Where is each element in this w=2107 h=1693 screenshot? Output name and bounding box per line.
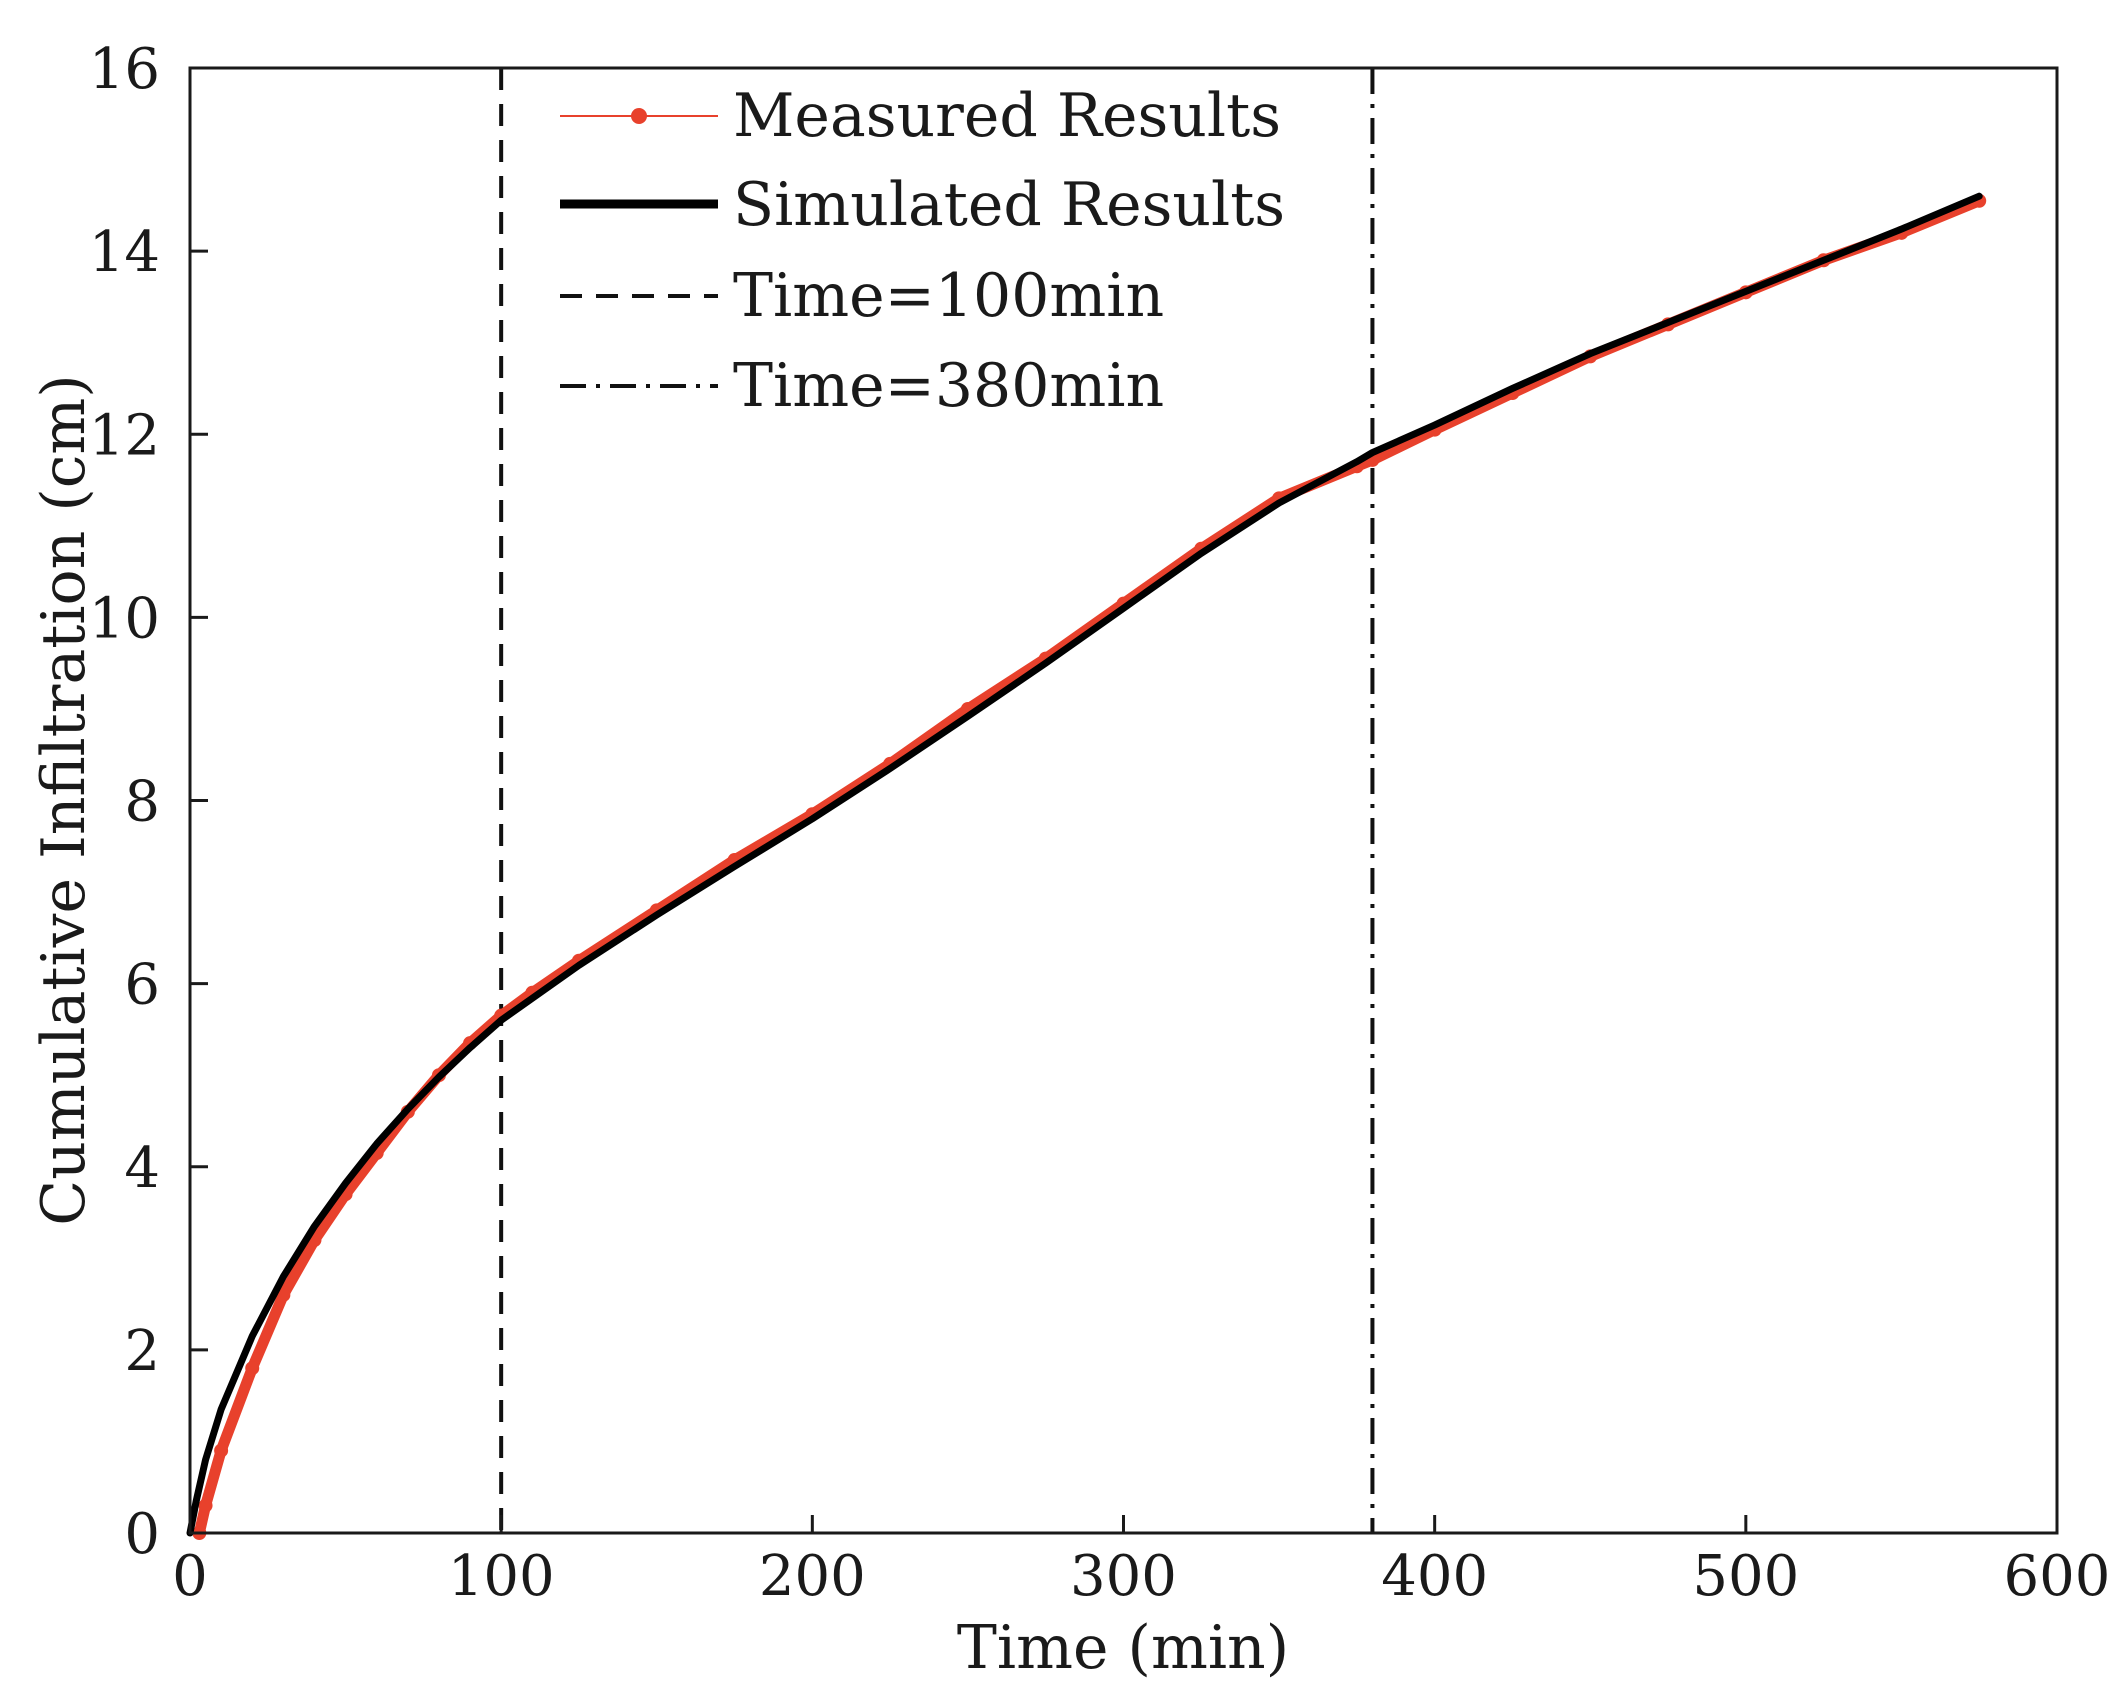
y-tick-label: 12 [89, 403, 160, 468]
y-tick-label: 6 [124, 953, 160, 1018]
x-tick-label: 100 [448, 1544, 555, 1609]
x-tick-label: 200 [759, 1544, 866, 1609]
legend-item-time-380: Time=380min [560, 351, 1164, 421]
legend-item-simulated: Simulated Results [560, 170, 1285, 240]
x-tick-label: 600 [2004, 1544, 2107, 1609]
y-tick-label: 16 [89, 37, 160, 102]
y-tick-label: 4 [124, 1136, 160, 1201]
x-axis-title: Time (min) [957, 1613, 1289, 1683]
simulated-results-line [186, 192, 1983, 1537]
legend: Measured Results Simulated Results Time=… [560, 81, 1285, 421]
y-axis-title: Cumulative Infiltration (cm) [29, 374, 99, 1225]
legend-label-measured: Measured Results [733, 81, 1281, 151]
y-tick-label: 14 [89, 220, 160, 285]
measured-point [214, 1443, 229, 1458]
y-tick-label: 8 [124, 770, 160, 835]
legend-item-measured: Measured Results [560, 81, 1281, 151]
legend-item-time-100: Time=100min [560, 261, 1164, 331]
x-axis: 0 100 200 300 400 500 600 [172, 1515, 2107, 1609]
measured-point [276, 1287, 291, 1302]
y-axis: 0 2 4 6 8 10 12 14 16 [89, 37, 208, 1567]
x-tick-label: 500 [1692, 1544, 1799, 1609]
x-tick-label: 0 [172, 1544, 208, 1609]
y-tick-label: 10 [89, 586, 160, 651]
y-tick-label: 0 [124, 1502, 160, 1567]
legend-marker-measured [631, 108, 647, 124]
legend-label-simulated: Simulated Results [733, 170, 1285, 240]
x-tick-label: 300 [1070, 1544, 1177, 1609]
y-tick-label: 2 [124, 1319, 160, 1384]
legend-label-time-380: Time=380min [733, 351, 1164, 421]
measured-point [245, 1361, 260, 1376]
measured-point [198, 1498, 213, 1513]
legend-label-time-100: Time=100min [733, 261, 1164, 331]
plot-layer [186, 68, 1987, 1540]
x-tick-label: 400 [1381, 1544, 1488, 1609]
